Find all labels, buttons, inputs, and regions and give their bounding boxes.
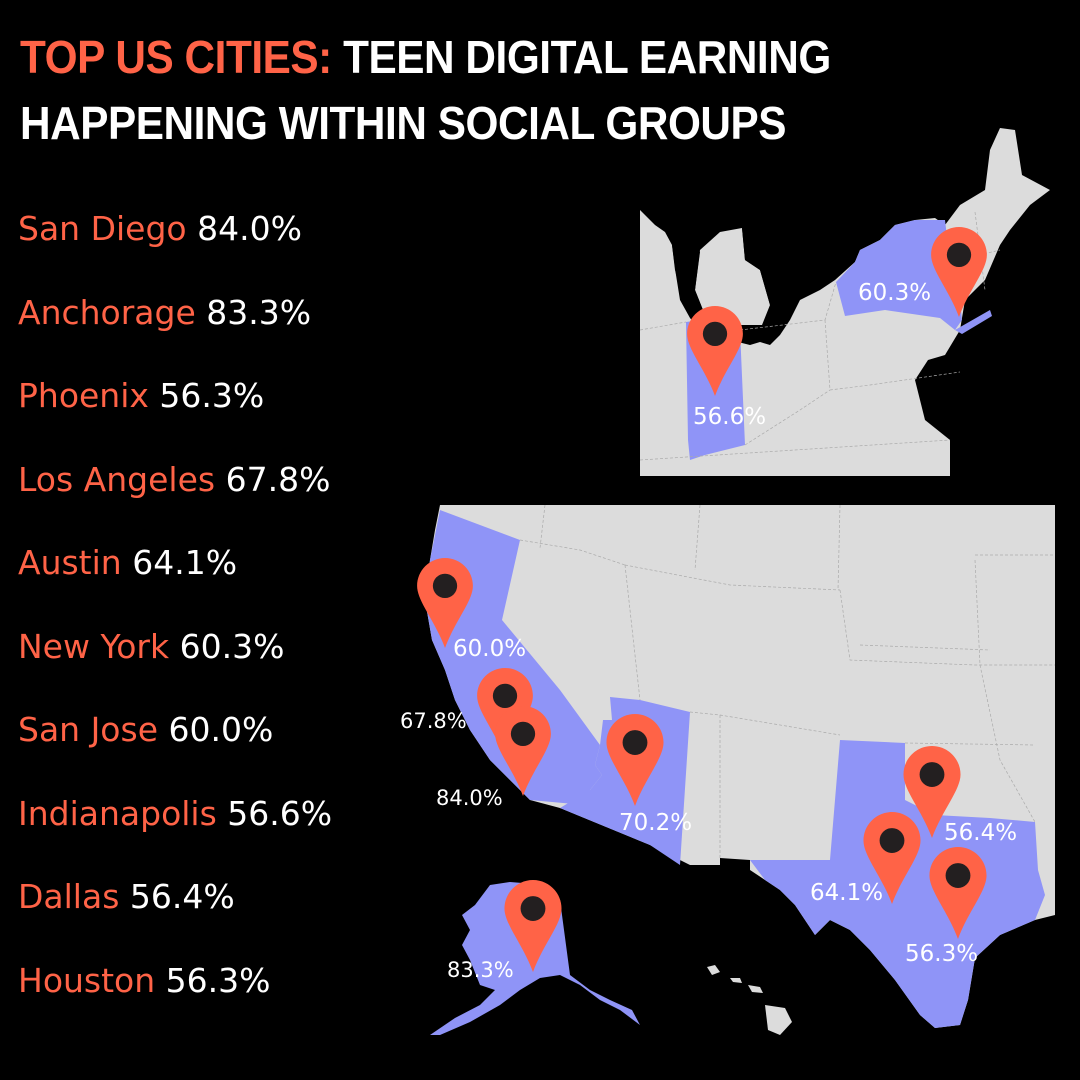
city-pct: 60.3% (179, 626, 285, 666)
city-name: Indianapolis (18, 793, 217, 833)
long-island (955, 310, 992, 334)
northeast-borders (639, 211, 1001, 461)
map-label-new-york: 60.3% (858, 280, 931, 306)
city-pct: 60.0% (168, 710, 274, 749)
city-name: Phoenix (18, 376, 149, 415)
map-label-los-angeles: 67.8% (400, 709, 467, 733)
title-line1-rest: TEEN DIGITAL EARNING (343, 31, 831, 83)
map-label-san-diego: 84.0% (436, 786, 503, 810)
city-row: Dallas 56.4% (18, 873, 332, 957)
city-name: Anchorage (18, 292, 196, 332)
city-name: Dallas (18, 877, 120, 916)
title-accent: TOP US CITIES: (20, 31, 332, 83)
city-row: Houston 56.3% (18, 957, 332, 1041)
hawaii-islands (707, 965, 792, 1035)
city-row: New York 60.3% (18, 623, 332, 707)
city-list: San Diego 84.0% Anchorage 83.3% Phoenix … (18, 205, 332, 1040)
title-line-1: TOP US CITIES: TEEN DIGITAL EARNING (20, 24, 940, 90)
city-row: Phoenix 56.3% (18, 372, 332, 456)
city-name: San Jose (18, 710, 158, 749)
city-pct: 56.3% (159, 376, 265, 415)
city-name: Houston (18, 960, 156, 1000)
city-pct: 84.0% (197, 209, 302, 248)
map-label-austin: 64.1% (810, 880, 883, 906)
city-name: Los Angeles (18, 459, 216, 499)
city-name: San Diego (18, 209, 187, 248)
map-label-indianapolis: 56.6% (693, 404, 766, 430)
city-name: Austin (18, 543, 122, 582)
city-pct: 56.4% (129, 877, 235, 916)
city-pct: 67.8% (225, 459, 331, 499)
city-row: Anchorage 83.3% (18, 289, 332, 373)
page-title: TOP US CITIES: TEEN DIGITAL EARNING HAPP… (20, 24, 940, 156)
map-label-san-jose: 60.0% (453, 636, 526, 662)
city-row: San Jose 60.0% (18, 706, 332, 790)
city-row: San Diego 84.0% (18, 205, 332, 289)
western-us-borders (519, 504, 1055, 858)
city-pct: 56.6% (227, 793, 333, 833)
city-pct: 56.3% (165, 960, 271, 1000)
map-label-anchorage: 83.3% (447, 958, 514, 982)
city-pct: 83.3% (206, 292, 312, 332)
city-pct: 64.1% (132, 543, 238, 582)
map-label-houston: 56.3% (905, 941, 978, 967)
title-line-2: HAPPENING WITHIN SOCIAL GROUPS (20, 97, 787, 149)
new-york-state (836, 220, 962, 330)
city-row: Indianapolis 56.6% (18, 790, 332, 874)
map-label-phoenix: 70.2% (619, 810, 692, 836)
city-name: New York (18, 626, 170, 666)
city-row: Los Angeles 67.8% (18, 456, 332, 540)
city-row: Austin 64.1% (18, 539, 332, 623)
map-label-dallas: 56.4% (944, 820, 1017, 846)
